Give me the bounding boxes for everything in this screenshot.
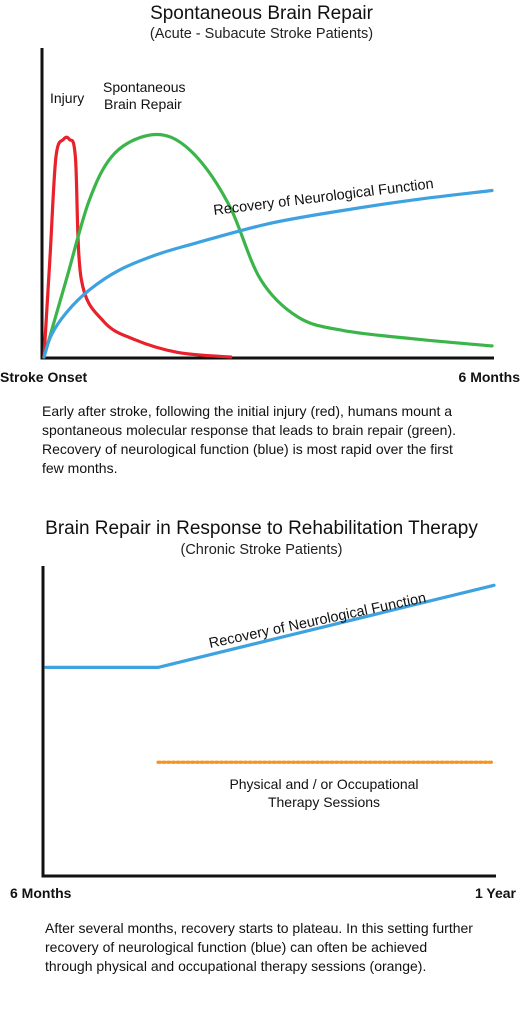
x-tick-stroke-onset: Stroke Onset bbox=[0, 369, 87, 385]
caption-bottom: After several months, recovery starts to… bbox=[45, 919, 515, 976]
annotation-therapy-line1: Physical and / or Occupational bbox=[229, 776, 418, 792]
series-line-injury bbox=[42, 135, 233, 359]
x-tick-1-year: 1 Year bbox=[475, 885, 517, 901]
series-line-recovery-of-neurological-function bbox=[42, 188, 494, 359]
series-line-recovery-of-neurological-function bbox=[44, 583, 496, 669]
annotation-therapy-line2: Therapy Sessions bbox=[268, 794, 380, 810]
chart1-subtitle: (Acute - Subacute Stroke Patients) bbox=[149, 26, 374, 42]
annotation-spontaneous: Spontaneous bbox=[103, 79, 186, 95]
chart1-plot: Injury Spontaneous Brain Repair Recovery… bbox=[0, 48, 520, 385]
caption-top: Early after stroke, following the initia… bbox=[42, 402, 512, 478]
chart2-subtitle: (Chronic Stroke Patients) bbox=[180, 542, 343, 558]
caption-top-line: few months. bbox=[42, 460, 118, 476]
caption-bottom-line: through physical and occupational therap… bbox=[45, 958, 427, 974]
caption-bottom-line: recovery of neurological function (blue)… bbox=[45, 939, 428, 955]
chart2-title: Brain Repair in Response to Rehabilitati… bbox=[45, 518, 478, 539]
x-tick-6-months: 6 Months bbox=[10, 885, 72, 901]
annotation-brain-repair: Brain Repair bbox=[104, 96, 182, 112]
annotation-recovery: Recovery of Neurological Function bbox=[208, 590, 428, 652]
caption-bottom-line: After several months, recovery starts to… bbox=[45, 920, 473, 936]
caption-top-line: spontaneous molecular response that lead… bbox=[42, 422, 457, 438]
caption-top-line: Early after stroke, following the initia… bbox=[42, 403, 453, 419]
x-tick-6-months: 6 Months bbox=[459, 369, 521, 385]
annotation-injury: Injury bbox=[50, 90, 84, 106]
series-line-spontaneous-brain-repair bbox=[42, 132, 494, 359]
chart2-plot: Recovery of Neurological Function Physic… bbox=[10, 566, 517, 901]
chart1-title: Spontaneous Brain Repair bbox=[150, 3, 373, 24]
caption-top-line: Recovery of neurological function (blue)… bbox=[42, 441, 453, 457]
